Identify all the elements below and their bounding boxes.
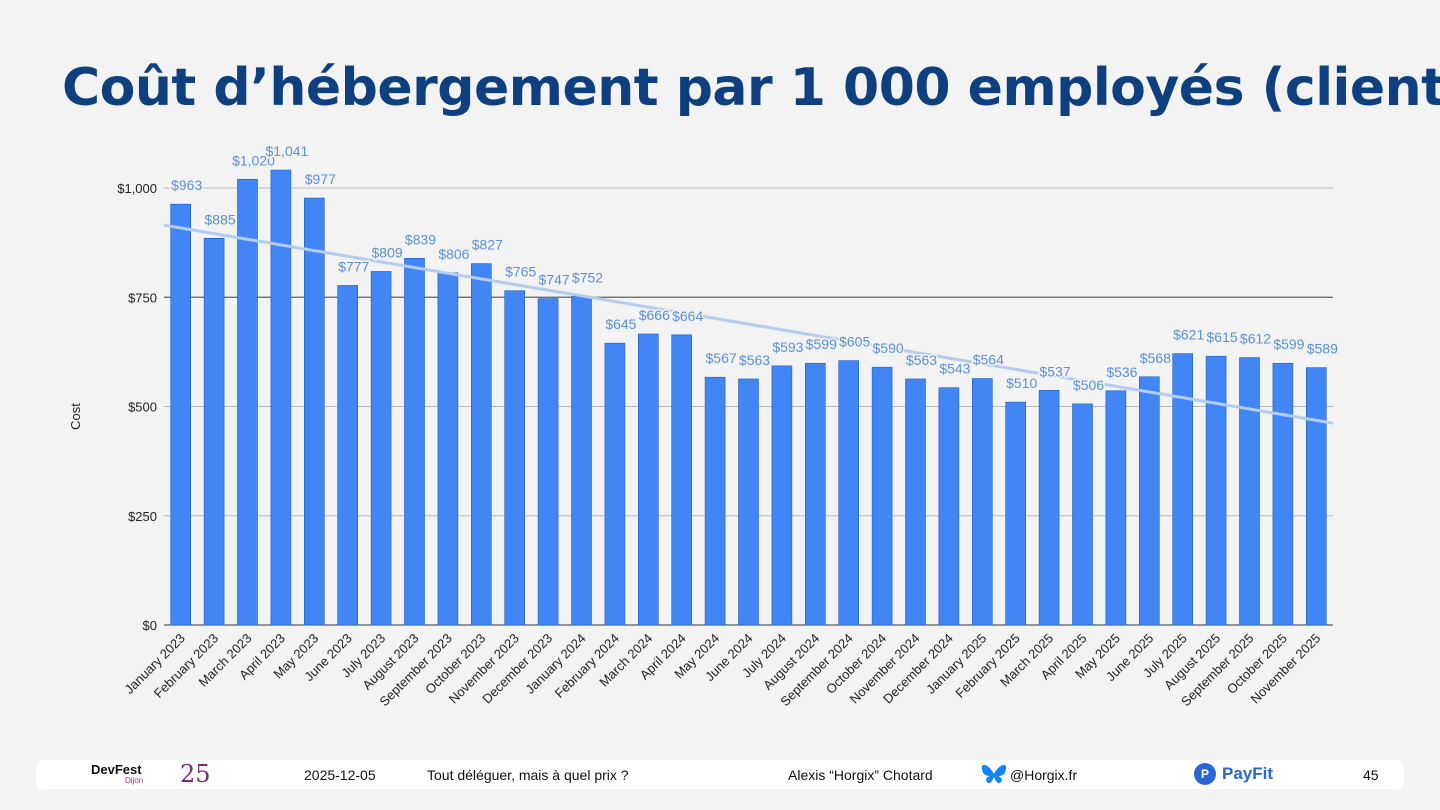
bar-september-2024 <box>838 360 860 626</box>
y-tick-label: $250 <box>128 509 157 524</box>
data-label: $536 <box>1106 364 1137 380</box>
data-label: $963 <box>171 177 202 193</box>
bar-april-2025 <box>1072 403 1093 626</box>
company-name: PayFit <box>1222 764 1274 783</box>
data-label: $806 <box>438 246 469 262</box>
bar-june-2024 <box>738 378 759 626</box>
y-tick-label: $1,000 <box>117 181 157 196</box>
bar-august-2025 <box>1205 355 1227 626</box>
bar-july-2025 <box>1172 353 1193 626</box>
bar-february-2024 <box>604 342 626 626</box>
y-tick-label: $500 <box>128 400 157 415</box>
data-label: $568 <box>1140 350 1171 366</box>
data-label: $747 <box>539 272 570 288</box>
data-label: $645 <box>605 316 636 332</box>
bar-may-2024 <box>704 376 726 626</box>
bar-april-2023 <box>270 169 292 626</box>
data-label: $777 <box>338 258 369 274</box>
bar-september-2025 <box>1239 357 1260 626</box>
slide-title: Coût d’hébergement par 1 000 employés (c… <box>62 58 1440 118</box>
label-layer: $963 $885 $1,020$1,041 $977 $777$809$839$806… <box>170 142 1340 395</box>
data-label: $563 <box>739 352 770 368</box>
event-name: DevFest <box>91 762 142 777</box>
bar-october-2024 <box>871 366 893 626</box>
data-label: $664 <box>672 308 703 324</box>
data-label: $567 <box>706 350 737 366</box>
data-label: $615 <box>1207 329 1238 345</box>
data-label: $977 <box>305 171 336 187</box>
y-tick-label: $750 <box>128 290 157 305</box>
bar-june-2023 <box>337 285 359 626</box>
bar-december-2023 <box>537 298 559 626</box>
trendline <box>163 223 1334 425</box>
bar-november-2023 <box>504 290 526 626</box>
bar-august-2024 <box>804 362 826 626</box>
page-number: 45 <box>1363 767 1379 783</box>
data-label: $605 <box>839 334 870 350</box>
footer-talk-title: Tout déléguer, mais à quel prix ? <box>427 767 629 783</box>
bar-layer <box>170 169 1327 626</box>
bar-october-2023 <box>470 263 492 626</box>
bar-september-2023 <box>437 272 459 626</box>
data-label: $885 <box>205 211 236 227</box>
bar-october-2025 <box>1272 362 1294 626</box>
data-label: $621 <box>1173 327 1204 343</box>
data-label: $563 <box>906 352 937 368</box>
data-label: $589 <box>1307 341 1338 357</box>
bar-january-2025 <box>971 378 993 626</box>
data-label: $666 <box>639 307 670 323</box>
bar-august-2023 <box>404 258 425 626</box>
data-label: $537 <box>1040 363 1071 379</box>
data-label: $1,020 <box>232 152 275 168</box>
payfit-icon: P <box>1194 763 1216 785</box>
data-label: $506 <box>1073 377 1104 393</box>
bar-january-2024 <box>571 296 592 626</box>
devfest-logo: DevFest Dijon 25 <box>91 760 211 789</box>
data-label: $564 <box>973 352 1004 368</box>
bar-may-2023 <box>303 197 325 626</box>
data-label: $593 <box>772 339 803 355</box>
event-city: Dijon <box>125 776 144 785</box>
trend-layer <box>163 223 1334 425</box>
bluesky-icon <box>981 764 1007 784</box>
footer-handle[interactable]: @Horgix.fr <box>1010 767 1078 783</box>
data-label: $510 <box>1006 375 1037 391</box>
data-label: $827 <box>472 237 503 253</box>
data-label: $839 <box>405 231 436 247</box>
bar-february-2025 <box>1005 401 1027 626</box>
footer: DevFest Dijon 25 2025-12-05 Tout délégue… <box>36 760 1404 789</box>
data-label: $599 <box>806 336 837 352</box>
event-year: 25 <box>180 760 211 788</box>
footer-speaker: Alexis “Horgix” Chotard <box>788 767 933 783</box>
bar-july-2023 <box>370 271 392 626</box>
bar-november-2025 <box>1306 367 1327 626</box>
bar-june-2025 <box>1139 376 1160 626</box>
data-label: $599 <box>1273 336 1304 352</box>
bar-july-2024 <box>771 365 793 626</box>
y-tick-label: $0 <box>143 618 157 633</box>
data-label: $543 <box>939 361 970 377</box>
data-label: $612 <box>1240 331 1271 347</box>
bar-february-2023 <box>203 237 225 626</box>
bar-may-2025 <box>1105 390 1127 626</box>
data-label: $752 <box>572 269 603 285</box>
data-label: $765 <box>505 264 536 280</box>
data-label: $1,041 <box>265 143 308 159</box>
y-axis-title: Cost <box>68 403 83 430</box>
data-label: $590 <box>873 340 904 356</box>
footer-date: 2025-12-05 <box>304 767 376 783</box>
bar-march-2023 <box>237 178 258 626</box>
bar-march-2025 <box>1038 390 1060 626</box>
bar-november-2024 <box>905 378 926 626</box>
bar-december-2024 <box>938 387 960 626</box>
bar-march-2024 <box>637 333 659 626</box>
bar-january-2023 <box>170 203 191 626</box>
bar-april-2024 <box>671 334 693 626</box>
data-label: $809 <box>372 244 403 260</box>
